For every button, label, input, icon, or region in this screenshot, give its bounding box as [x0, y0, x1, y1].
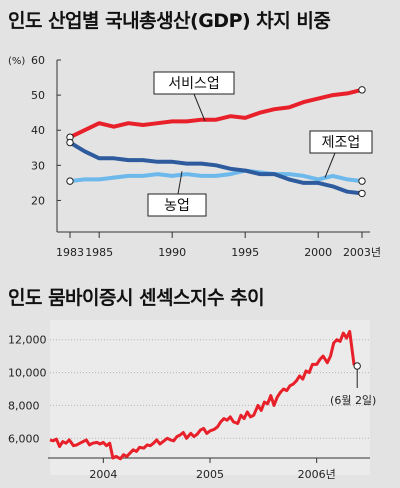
x-tick-label: 2005	[196, 468, 224, 481]
y-tick-labels: 6,000 8,000 10,000 12,000	[8, 334, 47, 446]
plot-area	[50, 320, 370, 475]
series-line-1	[68, 140, 363, 196]
y-tick-label: 20	[31, 194, 45, 207]
y-tick-label: 12,000	[8, 334, 47, 347]
gdp-chart-title: 인도 산업별 국내총생산(GDP) 차지 비중	[8, 10, 331, 32]
series-line-2	[69, 168, 363, 184]
annotations: (6월 2일)	[330, 362, 376, 407]
series-lines	[68, 87, 363, 196]
series-label: 서비스업	[168, 76, 220, 92]
label-box	[309, 130, 373, 154]
label-box	[153, 71, 235, 95]
end-marker	[66, 177, 74, 185]
series-label: 농업	[164, 198, 190, 214]
series-line-0	[69, 87, 363, 140]
series-label: 제조업	[322, 135, 361, 151]
x-tick-label: 1990	[158, 246, 186, 259]
y-tick-labels: 20 30 40 50 60	[31, 54, 61, 207]
y-tick-label: 30	[31, 159, 45, 172]
label-leader	[177, 171, 183, 195]
end-marker	[358, 189, 366, 198]
date-annotation: (6월 2일)	[330, 393, 376, 407]
x-tick-label: 1985	[85, 246, 113, 259]
series-line	[49, 330, 358, 461]
label-leader	[324, 152, 336, 178]
x-tick-label: 2006년	[298, 468, 336, 481]
end-marker	[358, 86, 366, 94]
series-lines	[49, 330, 358, 461]
y-tick-label: 6,000	[8, 432, 40, 445]
gdp-share-chart: (%) 20 30 40 50 60 1983 1985 1990 1995 2000 2003년…	[8, 54, 381, 259]
y-tick-label: 50	[31, 89, 45, 102]
sensex-chart-title: 인도 뭄바이증시 센섹스지수 추이	[8, 287, 265, 309]
end-marker	[66, 138, 74, 147]
x-tick-label: 2000	[304, 246, 332, 259]
label-box	[147, 193, 207, 217]
label-leader	[193, 93, 206, 122]
x-tick-labels: 2004 2005 2006년	[89, 458, 336, 481]
y-tick-label: 40	[31, 124, 45, 137]
y-tick-label: 8,000	[8, 399, 40, 412]
grid-lines	[50, 339, 370, 439]
y-tick-label: 10,000	[8, 367, 47, 380]
series-end-markers	[66, 86, 366, 198]
y-tick-label: 60	[31, 54, 45, 67]
x-tick-label: 2003년	[343, 246, 381, 259]
x-tick-label: 1995	[231, 246, 259, 259]
x-tick-label: 1983	[56, 246, 84, 259]
x-tick-label: 2004	[89, 468, 117, 481]
x-tick-labels: 1983 1985 1990 1995 2000 2003년	[56, 232, 381, 259]
y-axis-unit: (%)	[8, 56, 25, 67]
end-marker	[358, 177, 366, 185]
last-point-marker	[353, 362, 361, 370]
